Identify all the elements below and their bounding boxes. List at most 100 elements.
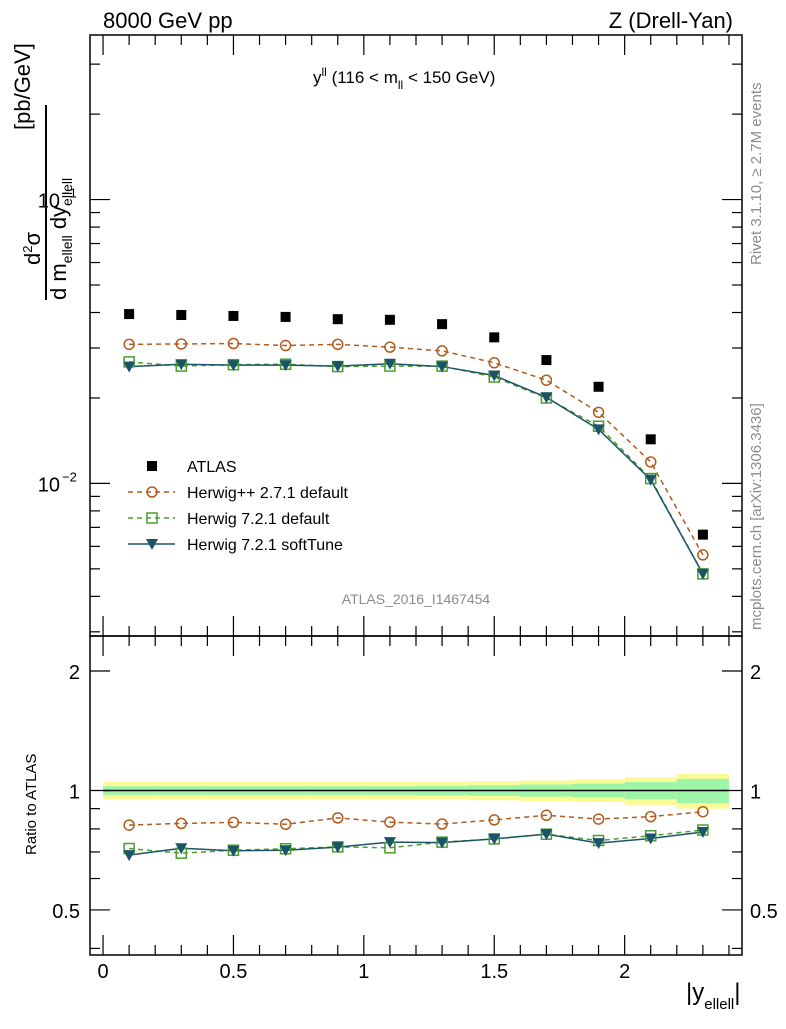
legend: ATLAS Herwig++ 2.7.1 default Herwig 7.2.1 …	[128, 459, 349, 554]
data-point-atlas	[228, 310, 239, 321]
data-point-herwig-7-2-1-softtune	[383, 358, 396, 370]
legend-marker-atlas	[147, 461, 157, 471]
data-point-atlas	[437, 319, 448, 330]
legend-label-atlas: ATLAS	[187, 459, 237, 476]
y-tick-label-ratio-right: 1	[750, 781, 761, 803]
data-point-herwig-2-7-1-default	[488, 357, 500, 369]
legend-label-herwig-7-2-1-default: Herwig 7.2.1 default	[187, 511, 330, 528]
ratio-line-herwig-7-2-1-default	[129, 829, 703, 854]
data-point-herwig-2-7-1-default	[227, 337, 240, 350]
data-point-herwig-2-7-1-default	[279, 339, 292, 352]
data-point-herwig-7-2-1-softtune	[644, 474, 657, 486]
mcplots-side-text: mcplots.cern.ch [arXiv:1306.3436]	[748, 403, 765, 630]
ratio-line-herwig-7-2-1-softtune	[129, 831, 703, 856]
ratio-point-herwig-7-2-1-softtune	[331, 842, 344, 854]
ratio-point-herwig-2-7-1-default	[384, 816, 396, 828]
data-point-atlas	[124, 309, 135, 320]
data-point-herwig-2-7-1-default	[384, 341, 396, 353]
ratio-point-herwig-7-2-1-softtune	[696, 826, 709, 838]
data-point-atlas	[697, 529, 708, 540]
left-title: 8000 GeV pp	[103, 8, 233, 33]
svg-text:[pb/GeV]: [pb/GeV]	[10, 43, 35, 130]
data-point-herwig-2-7-1-default	[123, 338, 135, 351]
data-point-herwig-7-2-1-softtune	[696, 568, 709, 580]
data-point-atlas	[645, 434, 656, 445]
ratio-point-herwig-7-2-1-softtune	[227, 845, 240, 857]
ratio-point-herwig-2-7-1-default	[488, 814, 500, 826]
y-tick-label-ratio: 2	[69, 662, 80, 684]
data-point-atlas	[489, 332, 500, 343]
y-tick-label-main-exponent: −1	[62, 186, 77, 201]
legend-label-herwig-7-2-1-softtune: Herwig 7.2.1 softTune	[187, 537, 343, 554]
y-tick-label-ratio-right: 2	[750, 662, 761, 684]
ratio-point-herwig-2-7-1-default	[540, 809, 553, 822]
x-tick-label: 0	[97, 961, 108, 983]
y-axis-label-ratio: Ratio to ATLAS	[23, 754, 40, 855]
ratio-point-herwig-7-2-1-softtune	[540, 829, 553, 841]
ratio-point-herwig-7-2-1-softtune	[644, 833, 657, 845]
data-point-atlas	[593, 381, 604, 392]
ratio-point-herwig-2-7-1-default	[436, 818, 448, 830]
data-point-herwig-7-2-1-softtune	[279, 360, 292, 372]
ratio-point-herwig-7-2-1-softtune	[436, 837, 449, 849]
ratio-point-herwig-2-7-1-default	[279, 818, 292, 831]
data-point-herwig-2-7-1-default	[697, 549, 709, 561]
data-point-herwig-7-2-1-softtune	[488, 370, 501, 382]
ratio-point-herwig-7-2-1-softtune	[123, 850, 136, 862]
data-point-herwig-2-7-1-default	[540, 374, 553, 386]
y-tick-label-main: 10	[38, 191, 60, 213]
ratio-point-herwig-2-7-1-default	[332, 812, 344, 824]
data-point-herwig-7-2-1-softtune	[540, 392, 553, 404]
x-tick-label: 0.5	[220, 961, 248, 983]
rivet-side-text: Rivet 3.1.10, ≥ 2.7M events	[748, 83, 765, 266]
svg-text:d2σ: d2σ	[20, 232, 45, 265]
ratio-point-herwig-2-7-1-default	[697, 805, 709, 818]
ratio-point-herwig-2-7-1-default	[123, 819, 135, 831]
data-point-herwig-2-7-1-default	[175, 338, 188, 350]
data-point-atlas	[176, 310, 187, 321]
legend-marker-herwig-7-2-1-default	[146, 512, 158, 524]
ratio-point-herwig-2-7-1-default	[592, 813, 605, 825]
data-point-herwig-2-7-1-default	[644, 456, 657, 468]
data-point-atlas	[384, 314, 395, 325]
data-point-herwig-2-7-1-default	[436, 345, 448, 357]
data-point-herwig-7-2-1-softtune	[227, 360, 240, 372]
right-title: Z (Drell-Yan)	[609, 8, 733, 33]
y-tick-label-ratio: 1	[69, 781, 80, 803]
ratio-point-herwig-7-2-1-softtune	[488, 833, 501, 845]
data-point-herwig-7-2-1-softtune	[175, 359, 188, 371]
analysis-watermark: ATLAS_2016_I1467454	[342, 591, 491, 607]
ratio-point-herwig-7-2-1-softtune	[592, 838, 605, 850]
data-point-atlas	[541, 355, 552, 366]
y-tick-label-main: 10	[38, 474, 60, 496]
ratio-point-herwig-7-2-1-softtune	[175, 843, 188, 855]
data-point-atlas	[332, 314, 343, 325]
x-tick-label: 1.5	[480, 961, 508, 983]
series-line-herwig-7-2-1-softtune	[129, 362, 704, 575]
x-tick-label: 2	[619, 961, 630, 983]
data-point-herwig-7-2-1-softtune	[592, 424, 605, 436]
ratio-point-herwig-2-7-1-default	[175, 817, 188, 830]
x-axis-label: |yellell|	[686, 979, 740, 1013]
legend-marker-herwig-7-2-1-softtune	[146, 539, 158, 550]
y-tick-label-ratio-right: 0.5	[750, 901, 778, 923]
ratio-point-herwig-2-7-1-default	[227, 816, 240, 829]
legend-marker-herwig-2-7-1-default	[146, 486, 158, 498]
legend-label-herwig-2-7-1-default: Herwig++ 2.7.1 default	[187, 485, 349, 502]
x-tick-label: 1	[358, 961, 369, 983]
ratio-point-herwig-7-2-1-softtune	[383, 837, 396, 849]
data-point-herwig-7-2-1-softtune	[331, 361, 344, 373]
data-point-herwig-7-2-1-softtune	[436, 361, 449, 373]
data-point-herwig-2-7-1-default	[592, 406, 605, 419]
ratio-point-herwig-7-2-1-softtune	[279, 845, 292, 857]
data-point-herwig-2-7-1-default	[332, 338, 344, 351]
ratio-point-herwig-2-7-1-default	[644, 810, 657, 823]
data-point-herwig-7-2-1-softtune	[123, 361, 136, 373]
plot-label: yll (116 < mll < 150 GeV)	[313, 65, 495, 92]
data-point-atlas	[280, 311, 291, 322]
ratio-line-herwig-2-7-1-default	[129, 810, 703, 826]
y-tick-label-ratio: 0.5	[52, 901, 80, 923]
y-tick-label-main-exponent: −2	[62, 469, 77, 484]
